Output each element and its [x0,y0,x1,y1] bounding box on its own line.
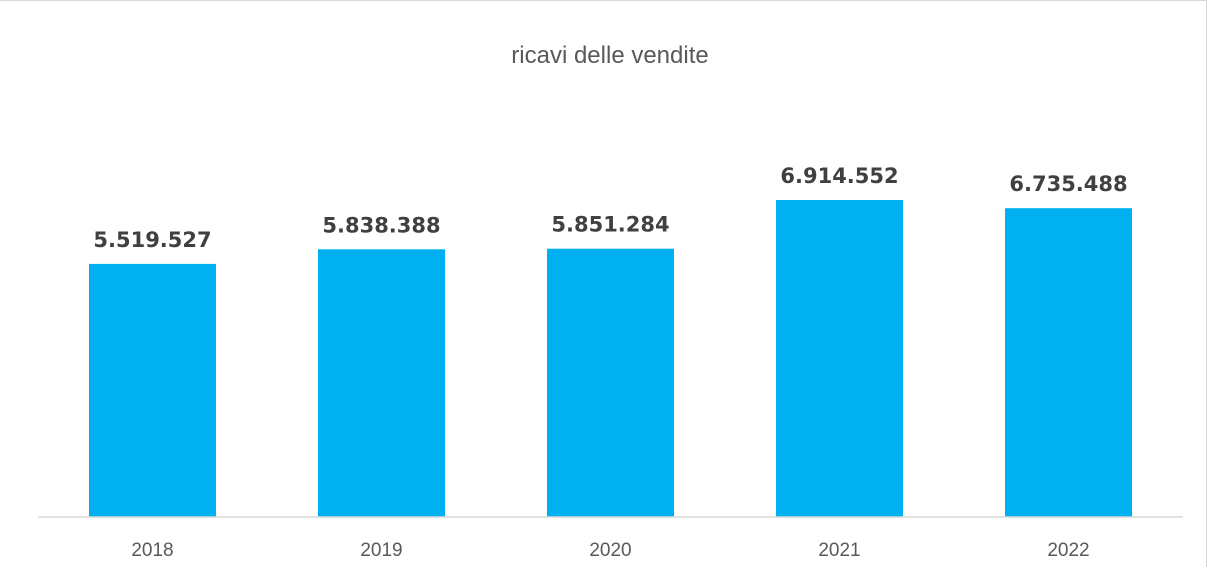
x-tick-label-2022: 2022 [1047,540,1089,561]
bar-2022 [1005,208,1132,517]
x-tick-label-2021: 2021 [818,540,860,561]
chart-title: ricavi delle vendite [511,42,708,69]
data-label-2022: 6.735.488 [1009,172,1127,196]
bar-2019 [318,249,445,518]
data-label-2021: 6.914.552 [780,164,898,188]
x-tick-label-2018: 2018 [131,540,173,561]
bar-2018 [89,263,216,517]
bar-2020 [547,248,674,517]
x-tick-label-2019: 2019 [360,540,402,561]
data-label-2018: 5.519.527 [93,228,211,252]
bars-layer [89,200,1132,518]
data-labels-layer: 5.519.527 5.838.388 5.851.284 6.914.552 6.73… [93,164,1127,252]
data-label-2019: 5.838.388 [322,213,440,237]
x-tick-label-2020: 2020 [589,540,631,561]
x-tick-labels-layer: 2018 2019 2020 2021 2022 [131,540,1089,561]
bar-2021 [776,200,903,517]
data-label-2020: 5.851.284 [551,213,669,237]
